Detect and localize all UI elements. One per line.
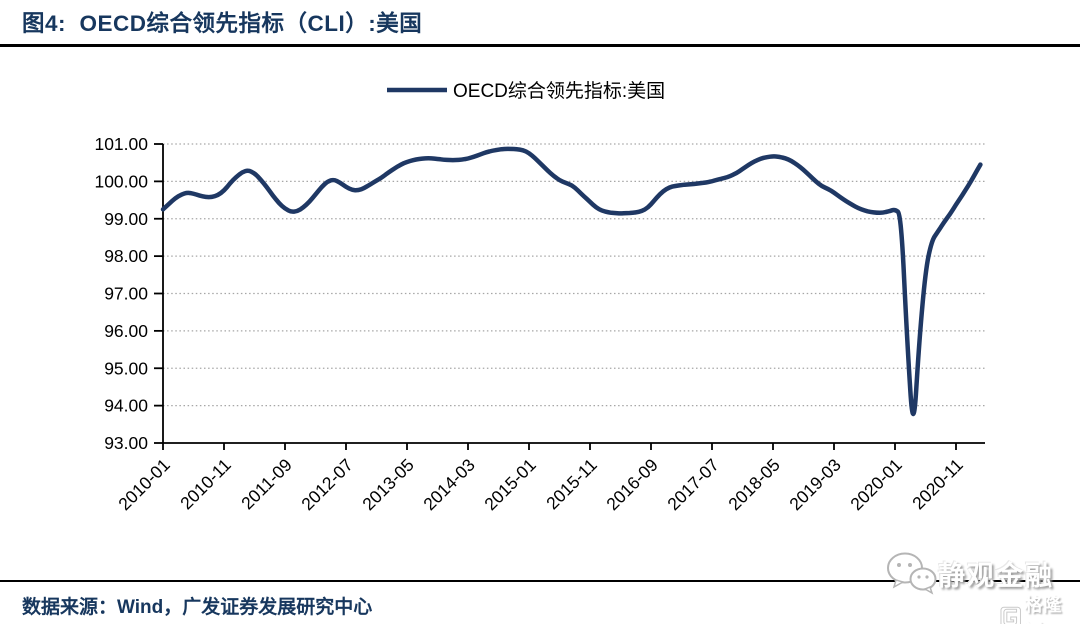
y-tick-label: 97.00: [104, 284, 148, 304]
x-tick-label: 2020-11: [908, 455, 967, 514]
x-tick-label: 2014-03: [419, 455, 479, 515]
x-tick-label: 2016-09: [602, 455, 662, 515]
title-rule: [0, 44, 1080, 47]
y-tick-label: 96.00: [104, 321, 148, 341]
x-tick-label: 2013-05: [358, 455, 418, 515]
x-tick-label: 2019-03: [785, 455, 845, 515]
x-tick-label: 2017-07: [663, 455, 723, 515]
x-tick-label: 2020-01: [846, 455, 906, 515]
cli-series-line: [160, 146, 983, 416]
page-title: 图4: OECD综合领先指标（CLI）:美国: [22, 11, 423, 36]
y-tick-label: 98.00: [104, 246, 148, 266]
y-tick-label: 101.00: [94, 134, 148, 154]
x-tick-label: 2011-09: [237, 455, 296, 514]
y-tick-label: 94.00: [104, 396, 148, 416]
data-source-note: 数据来源：Wind，广发证券发展研究中心: [22, 597, 373, 618]
x-tick-label: 2018-05: [724, 455, 784, 515]
gelonghui-g-icon: [1000, 606, 1021, 624]
legend-label: OECD综合领先指标:美国: [453, 80, 665, 102]
y-tick-label: 95.00: [104, 358, 148, 378]
y-tick-label: 93.00: [104, 433, 148, 453]
x-tick-label: 2015-11: [542, 455, 601, 514]
watermark-wechat-account: 静观金融: [884, 549, 1054, 597]
gelonghui-text: 格隆汇: [1024, 595, 1063, 624]
y-tick-label: 99.00: [104, 209, 148, 229]
x-tick-label: 2012-07: [297, 455, 357, 515]
gelonghui-logo: 格隆汇: [1000, 591, 1080, 624]
x-tick-label: 2010-01: [114, 455, 174, 515]
footer-rule: [0, 580, 1080, 582]
x-tick-label: 2010-11: [176, 455, 235, 514]
wechat-icon: [887, 552, 937, 595]
y-tick-label: 100.00: [94, 171, 148, 191]
watermark-text: 静观金融: [938, 560, 1054, 591]
x-tick-label: 2015-01: [480, 455, 540, 515]
